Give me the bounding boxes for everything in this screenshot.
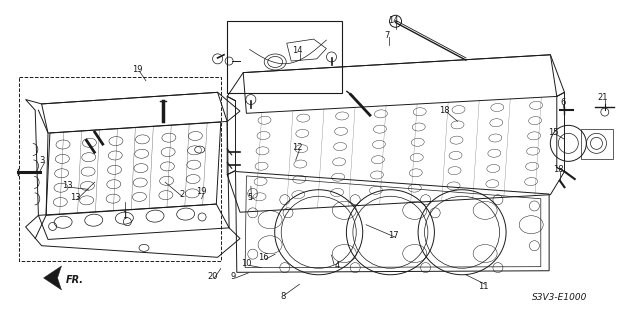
Text: 12: 12 — [292, 143, 303, 152]
Text: 3: 3 — [39, 156, 44, 165]
Bar — [19, 77, 221, 261]
Text: 10: 10 — [241, 259, 252, 268]
Text: 1: 1 — [122, 211, 127, 220]
Text: 17: 17 — [388, 231, 399, 240]
Text: 4: 4 — [335, 261, 340, 270]
Text: S3V3-E1000: S3V3-E1000 — [532, 294, 588, 302]
Text: 19: 19 — [196, 187, 207, 196]
Text: 8: 8 — [280, 292, 285, 301]
Text: 21: 21 — [598, 93, 608, 102]
Bar — [227, 21, 342, 93]
Text: 13: 13 — [62, 181, 72, 190]
Text: 15: 15 — [548, 128, 559, 136]
Text: 7: 7 — [385, 31, 390, 39]
Text: 20: 20 — [207, 272, 218, 280]
Polygon shape — [44, 266, 61, 290]
Text: 16: 16 — [259, 253, 269, 262]
Text: 13: 13 — [70, 193, 81, 202]
Text: 18: 18 — [440, 106, 450, 115]
Text: 6: 6 — [561, 98, 566, 107]
Text: 2: 2 — [180, 190, 185, 199]
Text: 11: 11 — [478, 282, 488, 291]
Text: 9: 9 — [231, 272, 236, 280]
Text: 5: 5 — [247, 193, 252, 202]
Text: 14: 14 — [388, 16, 399, 25]
Text: 18: 18 — [553, 165, 563, 174]
Text: FR.: FR. — [65, 275, 84, 285]
Text: 14: 14 — [292, 46, 303, 55]
Text: 19: 19 — [132, 65, 143, 74]
